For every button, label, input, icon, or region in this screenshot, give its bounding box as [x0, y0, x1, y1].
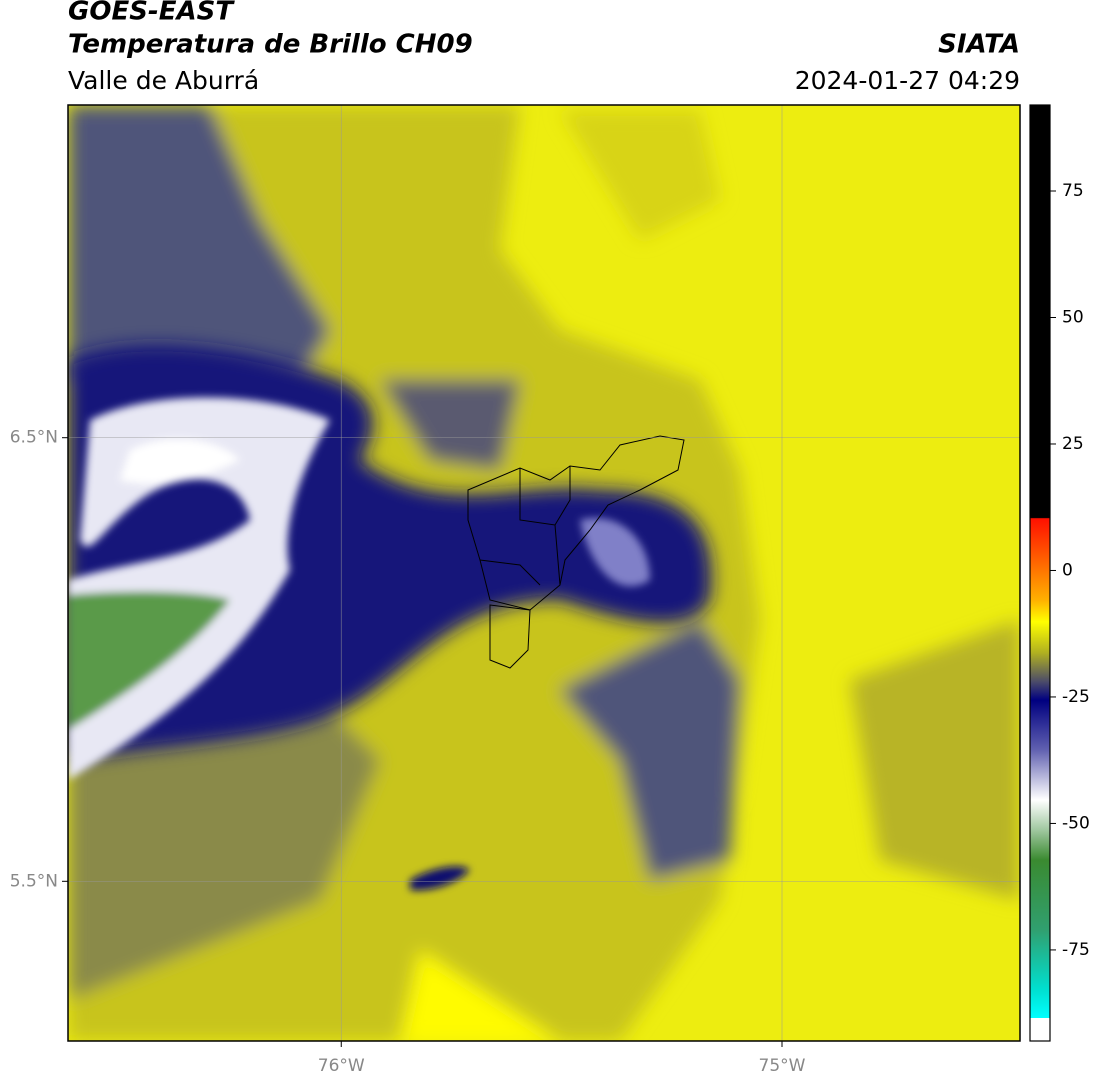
lon-label: 75°W	[759, 1056, 806, 1076]
title: GOES-EAST	[68, 0, 235, 27]
colorbar-tick-label: -50	[1062, 813, 1090, 833]
lon-label: 76°W	[318, 1056, 365, 1076]
colorbar-extension	[1030, 1018, 1050, 1041]
colorbar-frame	[1029, 104, 1051, 1042]
municipal-boundaries	[467, 435, 685, 669]
map-frame	[67, 104, 1021, 1042]
colorbar-tick-label: 50	[1062, 307, 1084, 327]
source: SIATA	[938, 30, 1020, 60]
colorbar	[1030, 105, 1050, 1018]
subtitle: Temperatura de Brillo CH09	[68, 30, 473, 60]
lat-label: 6.5°N	[10, 428, 58, 448]
colorbar-tick-label: 25	[1062, 434, 1084, 454]
colorbar-tick-label: 75	[1062, 181, 1084, 201]
colorbar-tick-label: 0	[1062, 560, 1073, 580]
graticule	[68, 105, 1020, 1041]
region: Valle de Aburrá	[68, 66, 259, 95]
brightness-field	[68, 105, 1020, 1041]
datetime: 2024-01-27 04:29	[795, 66, 1020, 95]
lat-label: 5.5°N	[10, 871, 58, 891]
colorbar-tick-label: -75	[1062, 940, 1090, 960]
colorbar-tick-label: -25	[1062, 687, 1090, 707]
